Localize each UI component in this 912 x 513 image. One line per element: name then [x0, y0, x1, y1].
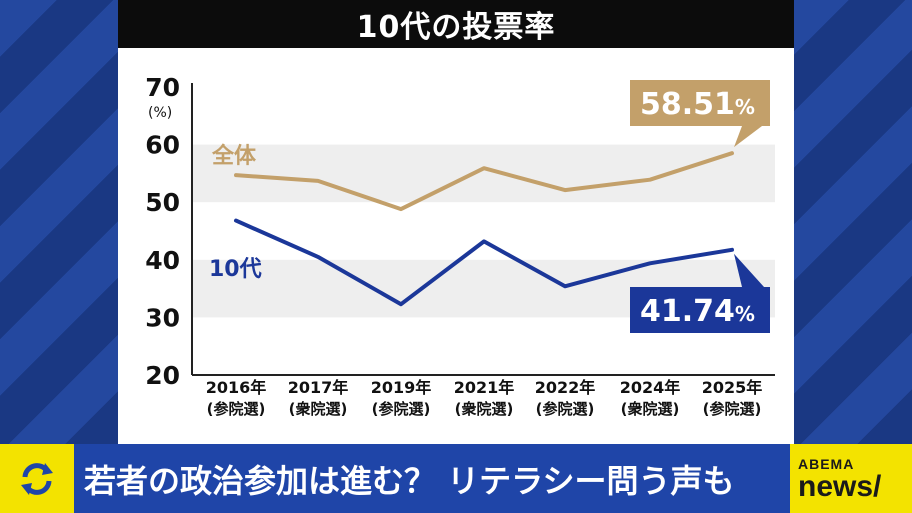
ticker-headline: 若者の政治参加は進む？ リテラシー問う声も [84, 462, 735, 500]
y-tick-label: 60 [145, 131, 180, 160]
x-tick-label: 2024年 [620, 378, 681, 397]
news-ticker [0, 444, 912, 513]
y-tick-label: 50 [145, 188, 180, 217]
x-tick-label: 2019年 [371, 378, 432, 397]
x-tick-label: 2016年 [206, 378, 267, 397]
abema-news-logo: ABEMA news/ [790, 444, 912, 513]
logo-top: ABEMA [798, 455, 855, 472]
y-tick-label: 40 [145, 246, 180, 275]
grid-band [192, 144, 775, 203]
chart-card [118, 0, 794, 444]
y-unit-label: (%) [148, 105, 172, 121]
series-line-0 [234, 151, 734, 212]
end-value-label: 41.74% [640, 294, 755, 329]
end-value-label: 58.51% [640, 87, 755, 122]
callout-pointer [734, 253, 764, 287]
x-tick-sublabel: (参院選) [372, 400, 431, 418]
x-tick-sublabel: (参院選) [536, 400, 595, 418]
x-tick-sublabel: (参院選) [703, 400, 762, 418]
x-tick-sublabel: (参院選) [207, 400, 266, 418]
callout-pointer [734, 126, 762, 148]
x-tick-sublabel: (衆院選) [289, 400, 348, 418]
y-tick-label: 20 [145, 361, 180, 390]
series-line-1 [234, 218, 734, 307]
callout-box [630, 287, 770, 333]
refresh-icon [0, 444, 74, 513]
y-tick-label: 30 [145, 303, 180, 332]
series-name-label: 全体 [211, 143, 257, 169]
series-name-label: 10代 [209, 257, 262, 282]
x-tick-label: 2021年 [454, 378, 515, 397]
y-tick-label: 70 [145, 73, 180, 102]
x-tick-label: 2022年 [535, 378, 596, 397]
x-tick-sublabel: (衆院選) [455, 400, 514, 418]
x-tick-sublabel: (衆院選) [621, 400, 680, 418]
x-tick-label: 2017年 [288, 378, 349, 397]
x-tick-label: 2025年 [702, 378, 763, 397]
logo-bottom: news/ [798, 469, 882, 503]
callout-box [630, 80, 770, 126]
chart-title: 10代の投票率 [118, 0, 794, 48]
